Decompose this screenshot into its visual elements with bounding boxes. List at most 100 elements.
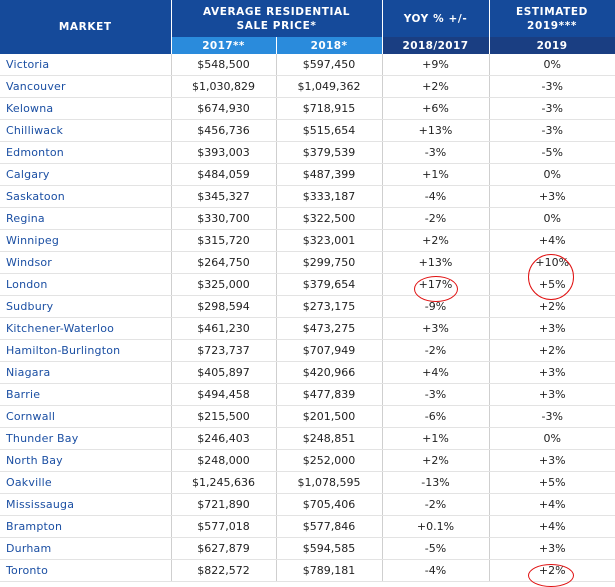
subheader-2019: 2019 bbox=[489, 37, 615, 54]
table-row: Kitchener-Waterloo $461,230 $473,275 +3% +3% bbox=[0, 317, 615, 340]
yoy-change-cell: +2% bbox=[382, 75, 490, 98]
market-cell: Kitchener-Waterloo bbox=[0, 317, 172, 340]
price-2018-cell: $1,078,595 bbox=[276, 471, 383, 494]
price-2017-cell: $345,327 bbox=[171, 185, 277, 208]
estimate-2019-cell: 0% bbox=[489, 54, 615, 76]
market-cell: Winnipeg bbox=[0, 229, 172, 252]
price-2017-cell: $248,000 bbox=[171, 449, 277, 472]
yoy-change-cell: +2% bbox=[382, 449, 490, 472]
price-2018-cell: $597,450 bbox=[276, 54, 383, 76]
yoy-change-cell: +4% bbox=[382, 361, 490, 384]
yoy-change-cell: -6% bbox=[382, 405, 490, 428]
yoy-change-cell: -2% bbox=[382, 339, 490, 362]
header-avg-price-line2: SALE PRICE* bbox=[236, 19, 317, 32]
estimate-2019-cell: 0% bbox=[489, 427, 615, 450]
market-cell: North Bay bbox=[0, 449, 172, 472]
table-row: Winnipeg $315,720 $323,001 +2% +4% bbox=[0, 229, 615, 252]
price-2017-cell: $298,594 bbox=[171, 295, 277, 318]
price-2018-cell: $420,966 bbox=[276, 361, 383, 384]
price-2017-cell: $405,897 bbox=[171, 361, 277, 384]
price-2017-cell: $484,059 bbox=[171, 163, 277, 186]
market-cell: Oakville bbox=[0, 471, 172, 494]
table-row: Hamilton-Burlington $723,737 $707,949 -2% +2… bbox=[0, 339, 615, 362]
table-row: Saskatoon $345,327 $333,187 -4% +3% bbox=[0, 185, 615, 208]
price-2018-cell: $789,181 bbox=[276, 559, 383, 582]
table-row: Kelowna $674,930 $718,915 +6% -3% bbox=[0, 97, 615, 120]
yoy-change-cell: +3% bbox=[382, 317, 490, 340]
price-2017-cell: $246,403 bbox=[171, 427, 277, 450]
market-cell: Vancouver bbox=[0, 75, 172, 98]
table-row: Sudbury $298,594 $273,175 -9% +2% bbox=[0, 295, 615, 318]
market-cell: Victoria bbox=[0, 54, 172, 76]
yoy-change-cell: -5% bbox=[382, 537, 490, 560]
price-2018-cell: $515,654 bbox=[276, 119, 383, 142]
table-row: Niagara $405,897 $420,966 +4% +3% bbox=[0, 361, 615, 384]
market-cell: Kelowna bbox=[0, 97, 172, 120]
market-cell: Brampton bbox=[0, 515, 172, 538]
price-2017-cell: $1,030,829 bbox=[171, 75, 277, 98]
yoy-change-cell: -13% bbox=[382, 471, 490, 494]
market-cell: Niagara bbox=[0, 361, 172, 384]
market-cell: Thunder Bay bbox=[0, 427, 172, 450]
header-estimated: ESTIMATED 2019*** bbox=[489, 0, 615, 37]
estimate-2019-cell: -3% bbox=[489, 405, 615, 428]
price-2018-cell: $252,000 bbox=[276, 449, 383, 472]
yoy-change-cell: -3% bbox=[382, 141, 490, 164]
market-cell: Saskatoon bbox=[0, 185, 172, 208]
header-avg-price: AVERAGE RESIDENTIAL SALE PRICE* bbox=[171, 0, 383, 37]
yoy-change-cell: -3% bbox=[382, 383, 490, 406]
price-2018-cell: $333,187 bbox=[276, 185, 383, 208]
price-2017-cell: $461,230 bbox=[171, 317, 277, 340]
table-row: Edmonton $393,003 $379,539 -3% -5% bbox=[0, 141, 615, 164]
yoy-change-cell: -9% bbox=[382, 295, 490, 318]
price-2018-cell: $718,915 bbox=[276, 97, 383, 120]
price-2018-cell: $705,406 bbox=[276, 493, 383, 516]
table-body: Victoria $548,500 $597,450 +9% 0% Vancouver $1… bbox=[0, 54, 615, 582]
estimate-2019-cell: +3% bbox=[489, 361, 615, 384]
price-2018-cell: $201,500 bbox=[276, 405, 383, 428]
market-cell: Durham bbox=[0, 537, 172, 560]
price-2018-cell: $473,275 bbox=[276, 317, 383, 340]
estimate-2019-cell: -3% bbox=[489, 97, 615, 120]
price-2017-cell: $330,700 bbox=[171, 207, 277, 230]
yoy-change-cell: +1% bbox=[382, 427, 490, 450]
estimate-2019-cell: +3% bbox=[489, 449, 615, 472]
price-2018-cell: $273,175 bbox=[276, 295, 383, 318]
market-cell: Mississauga bbox=[0, 493, 172, 516]
yoy-change-cell: +17% bbox=[382, 273, 490, 296]
price-2018-cell: $707,949 bbox=[276, 339, 383, 362]
estimate-2019-cell: +2% bbox=[489, 295, 615, 318]
estimate-2019-cell: -5% bbox=[489, 141, 615, 164]
estimate-2019-cell: +3% bbox=[489, 537, 615, 560]
header-avg-price-line1: AVERAGE RESIDENTIAL bbox=[202, 5, 351, 18]
price-2018-cell: $477,839 bbox=[276, 383, 383, 406]
table-row: Brampton $577,018 $577,846 +0.1% +4% bbox=[0, 515, 615, 538]
yoy-change-cell: +0.1% bbox=[382, 515, 490, 538]
price-2018-cell: $379,654 bbox=[276, 273, 383, 296]
price-2018-cell: $299,750 bbox=[276, 251, 383, 274]
table-row: Durham $627,879 $594,585 -5% +3% bbox=[0, 537, 615, 560]
price-2017-cell: $494,458 bbox=[171, 383, 277, 406]
price-2017-cell: $264,750 bbox=[171, 251, 277, 274]
price-2018-cell: $577,846 bbox=[276, 515, 383, 538]
market-cell: Sudbury bbox=[0, 295, 172, 318]
price-2018-cell: $379,539 bbox=[276, 141, 383, 164]
price-2017-cell: $315,720 bbox=[171, 229, 277, 252]
price-2017-cell: $393,003 bbox=[171, 141, 277, 164]
price-2017-cell: $627,879 bbox=[171, 537, 277, 560]
price-2017-cell: $721,890 bbox=[171, 493, 277, 516]
price-2018-cell: $594,585 bbox=[276, 537, 383, 560]
yoy-change-cell: +13% bbox=[382, 119, 490, 142]
market-cell: Toronto bbox=[0, 559, 172, 582]
price-2018-cell: $1,049,362 bbox=[276, 75, 383, 98]
market-cell: Chilliwack bbox=[0, 119, 172, 142]
price-2017-cell: $1,245,636 bbox=[171, 471, 277, 494]
price-2017-cell: $723,737 bbox=[171, 339, 277, 362]
market-cell: London bbox=[0, 273, 172, 296]
table-row: London $325,000 $379,654 +17% +5% bbox=[0, 273, 615, 296]
estimate-2019-cell: -3% bbox=[489, 119, 615, 142]
table-row: Cornwall $215,500 $201,500 -6% -3% bbox=[0, 405, 615, 428]
header-yoy: YOY % +/- bbox=[382, 0, 490, 37]
